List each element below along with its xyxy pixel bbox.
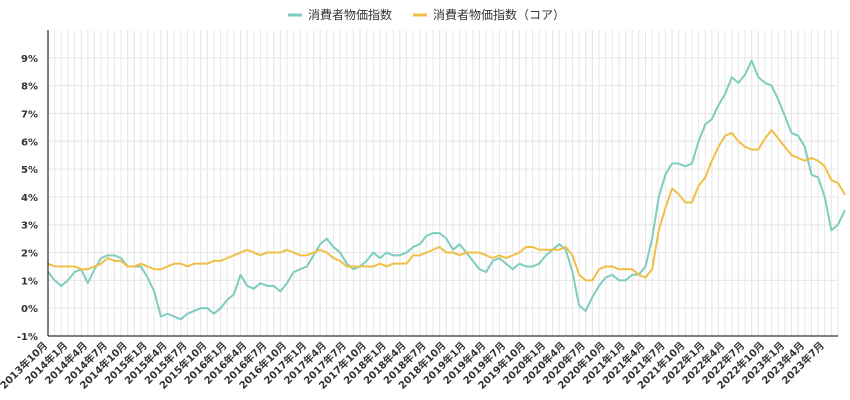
- y-axis-ticks: -1% 0% 1% 2% 3% 4% 5% 6% 7% 8% 9%: [17, 54, 38, 343]
- y-tick-label: 3%: [21, 221, 38, 232]
- series-line-2: [47, 129, 846, 282]
- y-tick-label: 2%: [21, 249, 38, 260]
- y-tick-label: 4%: [21, 193, 38, 204]
- y-tick-label: 9%: [21, 54, 38, 65]
- legend-item-2[interactable]: 消費者物価指数（コア）: [413, 7, 565, 22]
- y-tick-label: 7%: [21, 109, 38, 120]
- x-gridlines: [47, 30, 839, 336]
- y-tick-label: 6%: [21, 137, 38, 148]
- y-tick-label: 1%: [21, 276, 38, 287]
- series-line-1: [47, 59, 846, 321]
- legend-label: 消費者物価指数（コア）: [433, 7, 565, 22]
- y-tick-label: -1%: [17, 332, 38, 343]
- y-tick-label: 5%: [21, 165, 38, 176]
- legend[interactable]: 消費者物価指数 消費者物価指数（コア）: [288, 7, 565, 22]
- x-axis-ticks: 2013年10月2014年1月2014年4月2014年7月2014年10月201…: [0, 339, 827, 392]
- y-gridlines: [48, 57, 838, 337]
- y-tick-label: 0%: [21, 304, 38, 315]
- axes: [47, 30, 838, 337]
- legend-label: 消費者物価指数: [308, 7, 392, 22]
- y-tick-label: 8%: [21, 82, 38, 93]
- series-layer: [47, 59, 846, 321]
- legend-item-1[interactable]: 消費者物価指数: [288, 7, 392, 22]
